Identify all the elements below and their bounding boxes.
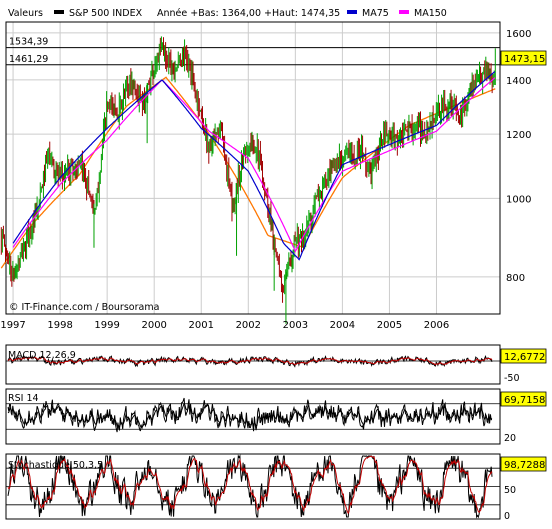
stoch-tick-0: 0: [504, 511, 510, 522]
rsi-signal-line: [7, 402, 493, 429]
legend-ma150-swatch: [399, 10, 409, 14]
ma150-line: [12, 77, 496, 253]
x-axis: 1997 1998 1999 2000 2001 2002 2003 2004 2005 2006: [0, 320, 449, 331]
x-tick-label: 2001: [189, 320, 214, 331]
x-tick-label: 2003: [283, 320, 308, 331]
rsi-label: RSI 14: [8, 393, 39, 404]
price-panel: Valeurs S&P 500 INDEX Année +Bas: 1364,0…: [0, 8, 547, 331]
x-tick-label: 2000: [141, 320, 166, 331]
x-tick-label: 1999: [94, 320, 119, 331]
legend-series-name: S&P 500 INDEX: [69, 8, 143, 19]
macd-panel: MACD 12,26,9 -50 12,6772: [5, 344, 547, 385]
x-tick-label: 2005: [377, 320, 402, 331]
stoch-series: [6, 454, 500, 519]
stoch-main-line: [7, 454, 493, 519]
x-tick-label: 2002: [236, 320, 261, 331]
legend-ma75-name: MA75: [362, 8, 389, 19]
price-y-tick-label: 800: [506, 273, 525, 284]
rsi-plot-border: [5, 388, 501, 445]
stoch-signal-line: [7, 455, 493, 515]
macd-signal-line: [7, 356, 493, 366]
stoch-tick-50: 50: [504, 485, 516, 496]
macd-series: [6, 354, 500, 368]
macd-plot-border: [5, 344, 501, 385]
price-y-axis: 800 1000 1200 1400 1600: [506, 29, 531, 284]
macd-value-box: [500, 348, 547, 364]
rsi-series: [6, 397, 500, 433]
legend-ma75-swatch: [347, 10, 357, 14]
reference-line-label: 1534,39: [9, 37, 48, 48]
price-y-tick-label: 1200: [506, 130, 531, 141]
macd-tick-label: -50: [504, 373, 520, 384]
last-value-label: 1473,15: [500, 50, 547, 66]
macd-label: MACD 12,26,9: [8, 350, 76, 361]
legend: Valeurs S&P 500 INDEX Année +Bas: 1364,0…: [8, 8, 447, 19]
last-value-text: 1473,15: [504, 54, 545, 65]
ma75-line: [12, 71, 496, 261]
legend-ma150-name: MA150: [414, 8, 447, 19]
rsi-tick-label: 20: [504, 433, 516, 444]
reference-lines: 1534,39 1461,29: [6, 37, 500, 66]
rsi-main-line: [7, 397, 493, 433]
rsi-value-text: 69,7158: [504, 395, 545, 406]
price-y-tick-label: 1000: [506, 194, 531, 205]
x-tick-label: 1998: [47, 320, 72, 331]
last-value-box: [500, 50, 547, 66]
stoch-value-text: 98,7288: [504, 460, 545, 471]
copyright-text: © IT-Finance.com / Boursorama: [9, 302, 159, 313]
moving-averages: [12, 71, 496, 261]
rsi-value-box: [500, 391, 547, 407]
rsi-panel: RSI 14 20 69,7158: [5, 388, 547, 445]
reference-line-label: 1461,29: [9, 54, 48, 65]
price-y-tick-label: 1600: [506, 29, 531, 40]
macd-value-text: 12,6772: [504, 352, 545, 363]
x-tick-label: 2006: [424, 320, 449, 331]
stoch-value-box: [500, 456, 547, 472]
legend-stats: Année +Bas: 1364,00 +Haut: 1474,35: [157, 8, 340, 19]
stoch-panel: Stochastique 50,3,5 50 0 98,7288: [5, 453, 547, 522]
x-tick-label: 2004: [330, 320, 355, 331]
legend-series-swatch: [54, 10, 64, 14]
price-y-tick-label: 1400: [506, 76, 531, 87]
price-series: [0, 36, 496, 324]
price-plot-border: [5, 21, 501, 315]
stoch-label: Stochastique 50,3,5: [8, 460, 103, 471]
legend-label: Valeurs: [8, 8, 43, 19]
x-tick-label: 1997: [0, 320, 25, 331]
